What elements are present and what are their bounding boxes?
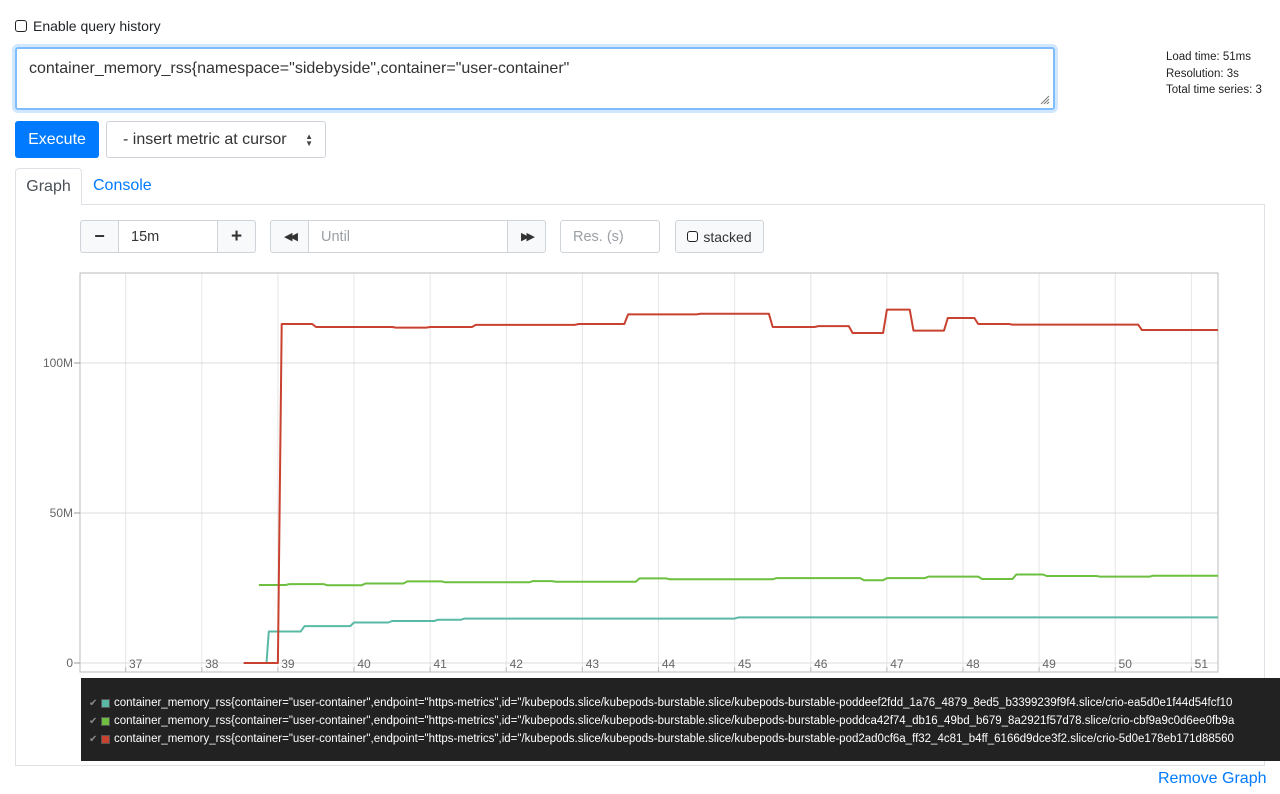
increase-range-button[interactable]: + xyxy=(217,220,256,253)
y-axis-labels: 0 50M 100M xyxy=(43,356,73,670)
check-icon: ✔ xyxy=(89,697,98,709)
query-history-checkbox[interactable] xyxy=(15,20,27,32)
query-history-toggle[interactable]: Enable query history xyxy=(15,18,161,34)
load-time: Load time: 51ms xyxy=(1166,51,1252,63)
rewind-time-button[interactable]: ◀◀ xyxy=(270,220,309,253)
tab-console[interactable]: Console xyxy=(93,177,152,194)
legend-item[interactable]: ✔ container_memory_rss{container="user-c… xyxy=(81,712,1280,730)
x-tick-label: 50 xyxy=(1119,657,1133,671)
x-tick-label: 40 xyxy=(357,657,371,671)
select-arrows-icon: ▲ ▼ xyxy=(305,132,313,148)
x-tick-label: 47 xyxy=(890,657,904,671)
x-tick-label: 43 xyxy=(586,657,600,671)
query-history-label: Enable query history xyxy=(33,18,161,34)
resolution-input[interactable]: Res. (s) xyxy=(560,220,660,253)
insert-metric-label: - insert metric at cursor xyxy=(123,130,287,148)
x-tick-label: 41 xyxy=(433,657,447,671)
query-stats: Load time: 51ms Resolution: 3s Total tim… xyxy=(1166,49,1262,99)
x-tick-label: 42 xyxy=(510,657,524,671)
range-input[interactable]: 15m xyxy=(118,220,218,253)
series-line-0 xyxy=(243,616,1218,664)
memory-rss-line-chart: 0 50M 100M 37 38 39 40 41 42 43 44 45 46 47 48 49 50 51 xyxy=(43,272,1219,673)
legend-label: container_memory_rss{container="user-con… xyxy=(114,697,1233,709)
legend-label: container_memory_rss{container="user-con… xyxy=(114,733,1234,745)
chart-axes xyxy=(74,272,1219,673)
x-tick-label: 48 xyxy=(966,657,980,671)
stacked-label: stacked xyxy=(703,228,752,245)
resolution: Resolution: 3s xyxy=(1166,67,1239,80)
forward-time-button[interactable]: ▶▶ xyxy=(507,220,546,253)
tab-graph[interactable]: Graph xyxy=(15,168,82,205)
legend-swatch xyxy=(101,698,110,708)
check-icon: ✔ xyxy=(89,733,98,745)
plot-frame xyxy=(79,272,1219,673)
expression-input[interactable]: container_memory_rss{namespace="sidebysi… xyxy=(15,47,1055,110)
legend-swatch xyxy=(101,734,110,744)
legend-label: container_memory_rss{container="user-con… xyxy=(114,715,1235,727)
x-axis-labels: 37 38 39 40 41 42 43 44 45 46 47 48 49 50 51 xyxy=(129,657,1208,671)
y-tick-label: 50M xyxy=(50,506,73,520)
x-tick-label: 51 xyxy=(1195,657,1209,671)
x-tick-label: 44 xyxy=(662,657,676,671)
x-tick-label: 45 xyxy=(738,657,752,671)
resize-handle-icon[interactable] xyxy=(1040,95,1050,105)
remove-graph-link[interactable]: Remove Graph xyxy=(1158,770,1267,787)
insert-metric-select[interactable]: - insert metric at cursor ▲ ▼ xyxy=(106,121,326,158)
total-time-series: Total time series: 3 xyxy=(1166,84,1262,96)
fast-forward-icon: ▶▶ xyxy=(521,231,535,243)
series-legend: ✔ container_memory_rss{container="user-c… xyxy=(81,678,1280,761)
x-tick-label: 49 xyxy=(1042,657,1056,671)
chart-series xyxy=(243,308,1218,664)
y-tick-label: 100M xyxy=(43,356,73,370)
x-tick-label: 39 xyxy=(281,657,295,671)
x-tick-label: 38 xyxy=(205,657,219,671)
y-tick-label: 0 xyxy=(66,656,73,670)
check-icon: ✔ xyxy=(89,715,98,727)
legend-item[interactable]: ✔ container_memory_rss{container="user-c… xyxy=(81,730,1280,748)
expression-text: container_memory_rss{namespace="sidebysi… xyxy=(29,60,570,77)
chart-grid xyxy=(80,273,1218,672)
series-line-2 xyxy=(243,308,1218,664)
execute-button[interactable]: Execute xyxy=(15,121,99,158)
stacked-checkbox[interactable] xyxy=(687,231,699,242)
legend-swatch xyxy=(101,716,110,726)
legend-item[interactable]: ✔ container_memory_rss{container="user-c… xyxy=(81,694,1280,712)
x-tick-label: 37 xyxy=(129,657,143,671)
decrease-range-button[interactable]: − xyxy=(80,220,119,253)
until-input[interactable]: Until xyxy=(308,220,508,253)
series-line-1 xyxy=(258,573,1218,587)
rewind-icon: ◀◀ xyxy=(284,231,298,243)
x-tick-label: 46 xyxy=(814,657,828,671)
stacked-toggle-button[interactable]: stacked xyxy=(675,220,764,253)
